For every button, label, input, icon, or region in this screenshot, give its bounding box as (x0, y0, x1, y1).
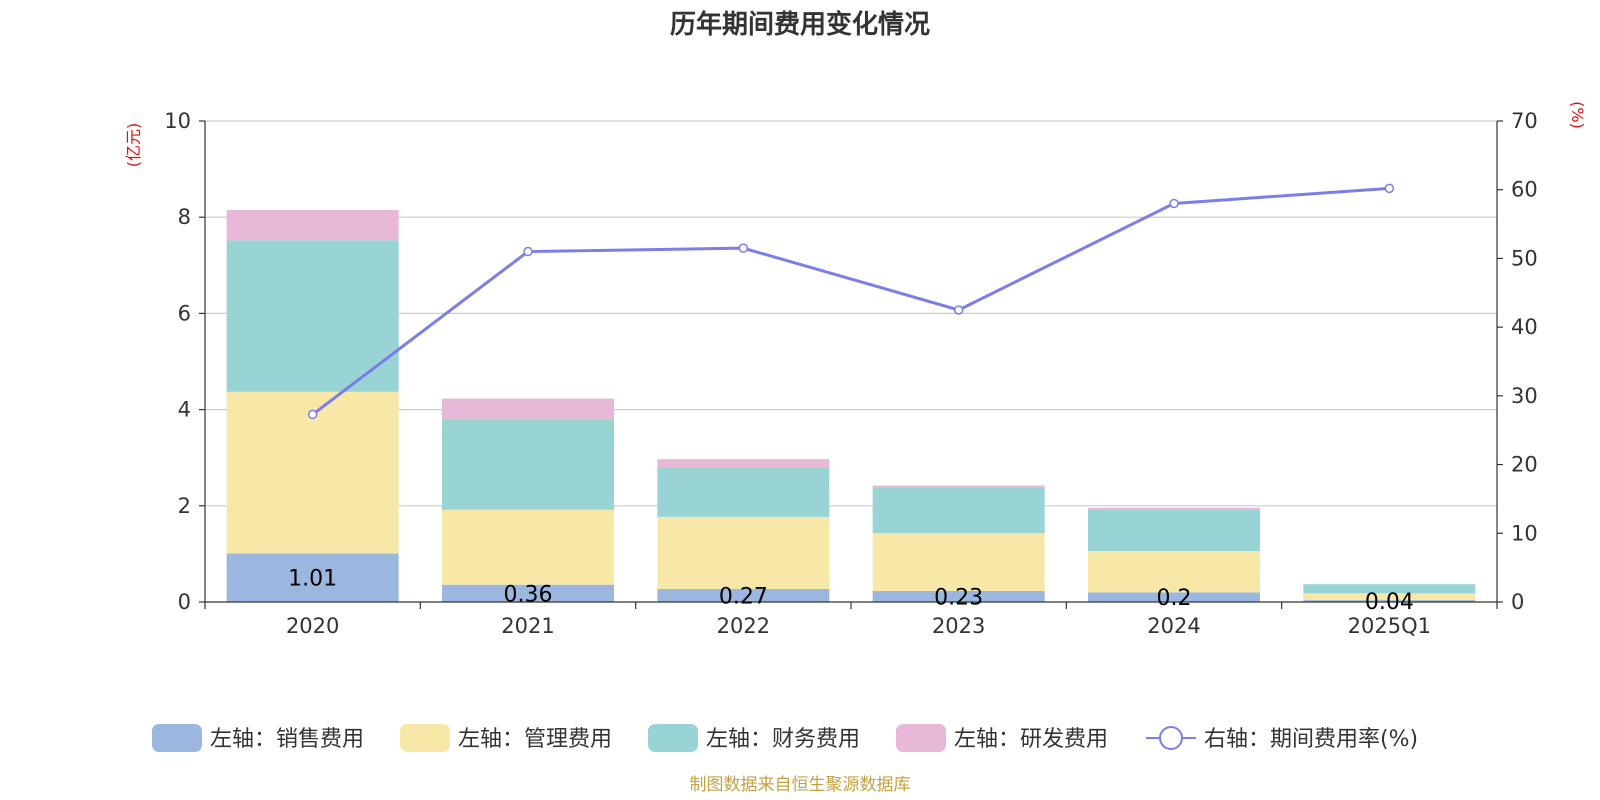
rate-point (738, 243, 749, 253)
right-axis-tick-label: 40 (1511, 315, 1538, 339)
right-axis-tick-label: 70 (1511, 109, 1538, 133)
right-axis-tick-label: 50 (1511, 246, 1538, 270)
axes: 0 2 4 6 8 10 0 10 20 30 40 50 60 70 2020 2021 2022 2023 20… (164, 109, 1537, 638)
bars (226, 209, 1476, 602)
legend-swatch (400, 724, 450, 752)
x-axis-tick-label: 2020 (286, 614, 339, 638)
bar-segment (872, 485, 1045, 489)
data-label: 0.23 (934, 585, 983, 610)
rate-line-path (311, 186, 1390, 416)
data-label: 0.27 (719, 585, 768, 610)
bar-segment (872, 488, 1045, 534)
x-axis-tick-label: 2024 (1147, 614, 1200, 638)
right-axis-tick-label: 60 (1511, 178, 1538, 202)
bar-segment (442, 584, 614, 602)
legend-item: 左轴：研发费用 (896, 724, 1108, 752)
right-axis-unit: (%) (1568, 101, 1587, 129)
left-axis-tick-label: 2 (178, 494, 191, 518)
rate-point (953, 305, 964, 315)
rate-point (523, 246, 533, 257)
bar-segment (1303, 593, 1476, 601)
x-axis-tick-label: 2021 (501, 614, 554, 638)
legend-marker (1159, 726, 1183, 750)
x-axis-tick-label: 2022 (717, 614, 770, 638)
x-axis-tick-label: 2025Q1 (1348, 614, 1431, 638)
bar-segment (226, 553, 399, 602)
bar-segment (657, 459, 830, 468)
left-axis-tick-label: 8 (178, 205, 191, 229)
bar-segment (657, 467, 830, 517)
bar-segment (1088, 507, 1260, 510)
right-axis-tick-label: 20 (1511, 453, 1538, 477)
left-axis-unit: (亿元) (124, 123, 143, 168)
chart-title: 历年期间费用变化情况 (670, 9, 930, 40)
data-label: 0.36 (504, 582, 553, 607)
left-axis-tick-label: 4 (178, 398, 191, 422)
bar-segment (872, 533, 1045, 591)
legend-item: 左轴：销售费用 (152, 724, 364, 752)
left-axis-tick-label: 6 (178, 301, 191, 325)
bar-segment (442, 398, 614, 419)
rate-point (1384, 183, 1395, 194)
legend-swatch (896, 724, 946, 752)
legend-swatch (152, 724, 202, 752)
bar-segment (657, 589, 830, 602)
data-label: 0.04 (1365, 590, 1414, 615)
data-label: 1.01 (288, 567, 337, 592)
legend-item: 右轴：期间费用率(%) (1146, 726, 1418, 752)
source-note: 制图数据来自恒生聚源数据库 (690, 775, 911, 795)
legend-label: 右轴：期间费用率(%) (1204, 727, 1418, 752)
bar-segment (872, 590, 1045, 602)
bar-segment (442, 509, 614, 585)
bar-segment (1088, 592, 1260, 602)
legend-swatch (648, 724, 698, 752)
bar-segment (657, 516, 830, 590)
legend-label: 左轴：财务费用 (706, 727, 860, 752)
grid-lines (205, 120, 1497, 507)
bar-segment (226, 240, 399, 392)
bar-segment (442, 418, 614, 510)
bar-segment (1303, 600, 1476, 602)
bar-segment (226, 209, 399, 241)
bar-segment (1303, 584, 1476, 594)
legend-label: 左轴：研发费用 (954, 727, 1108, 752)
rate-line (307, 183, 1395, 420)
data-labels: 1.01 0.36 0.27 0.23 0.2 0.04 (288, 567, 1414, 615)
x-axis-tick-label: 2023 (932, 614, 985, 638)
legend-label: 左轴：管理费用 (458, 727, 612, 752)
right-axis-tick-label: 30 (1511, 384, 1538, 408)
data-label: 0.2 (1157, 586, 1192, 611)
left-axis-tick-label: 10 (164, 109, 191, 133)
legend-label: 左轴：销售费用 (210, 727, 364, 752)
bar-segment (1088, 551, 1260, 593)
rate-point (307, 409, 318, 420)
bar-segment (1088, 509, 1260, 552)
right-axis-tick-label: 10 (1511, 521, 1538, 545)
legend-item: 左轴：管理费用 (400, 724, 612, 752)
legend-item: 左轴：财务费用 (648, 724, 860, 752)
right-axis-tick-label: 0 (1511, 590, 1524, 614)
legend: 左轴：销售费用 左轴：管理费用 左轴：财务费用 左轴：研发费用 右轴：期间费用率(%) (152, 724, 1418, 752)
rate-point (1169, 198, 1179, 209)
left-axis-tick-label: 0 (178, 590, 191, 614)
